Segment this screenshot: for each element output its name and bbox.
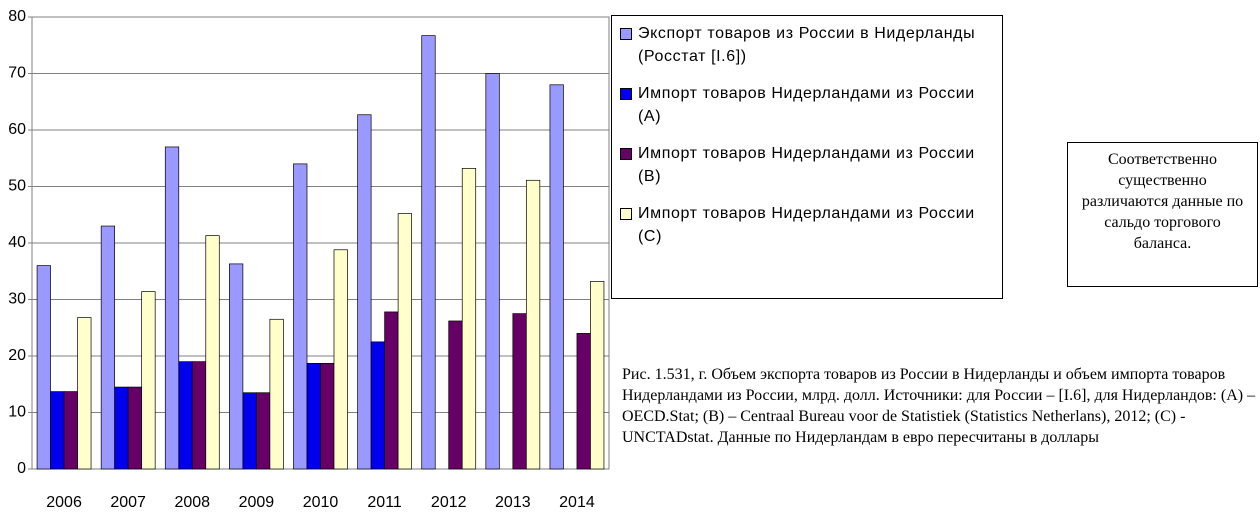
x-tick-label: 2011 [367,494,402,511]
legend-item: Экспорт товаров из России в Нидерланды (… [620,22,994,68]
legend-label: Импорт товаров Нидерландами из России (C… [638,205,975,245]
legend-swatch [620,28,632,40]
bar [590,281,605,470]
bar [485,73,500,470]
bar [114,386,129,470]
bar [178,361,193,470]
bar [191,361,207,470]
bar [525,179,541,470]
bar [421,35,436,470]
legend-item: Импорт товаров Нидерландами из России (B… [620,142,994,188]
x-tick-label: 2006 [46,494,82,511]
bar [63,391,78,470]
legend-item: Импорт товаров Нидерландами из России (A… [620,82,994,128]
bar [141,291,156,470]
legend: Экспорт товаров из России в Нидерланды (… [611,15,1003,299]
bar [256,392,271,470]
y-tick-label: 10 [8,404,26,421]
y-tick-label: 50 [8,178,26,195]
legend-swatch [620,88,632,100]
legend-item: Импорт товаров Нидерландами из России (C… [620,202,994,248]
x-tick-label: 2013 [495,494,531,511]
bar [576,333,591,470]
caption: Рис. 1.531, г. Объем экспорта товаров из… [622,366,1256,446]
bar [397,213,412,470]
bar [77,317,92,470]
bar [127,386,143,470]
bar [50,391,65,470]
bar [36,265,51,470]
legend-label: Экспорт товаров из России в Нидерланды (… [638,25,976,65]
y-tick-label: 30 [8,291,26,308]
bar [293,163,308,470]
y-tick-label: 20 [8,347,26,364]
bar [549,84,564,470]
y-tick-label: 60 [8,121,26,138]
y-tick-label: 80 [8,8,26,25]
bar [306,362,321,470]
x-tick-label: 2014 [559,494,595,511]
note: Соответственно существенно различаются д… [1067,142,1258,287]
y-tick-label: 70 [8,65,26,82]
bar [320,362,335,470]
bar [205,235,220,470]
bar [333,249,348,470]
legend-swatch [620,148,632,160]
bar [512,313,527,470]
bar [384,311,399,470]
x-tick-label: 2010 [303,494,339,511]
bar [229,263,244,470]
bar [164,146,180,470]
bar [461,168,477,470]
bar [448,320,463,470]
legend-label: Импорт товаров Нидерландами из России (B… [638,145,975,185]
y-tick-label: 0 [17,460,26,477]
bar [100,225,116,470]
bar [357,114,372,470]
y-tick-label: 40 [8,234,26,251]
chart: 0 10 20 30 40 50 60 70 80 2006 2007 2008 2009 2010 201… [8,8,610,511]
x-tick-label: 2009 [239,494,275,511]
legend-label: Импорт товаров Нидерландами из России (A… [638,85,975,125]
x-tick-label: 2007 [110,494,146,511]
x-tick-label: 2008 [174,494,210,511]
bar [370,341,385,470]
bar [242,392,257,470]
legend-swatch [620,208,632,220]
x-tick-label: 2012 [431,494,467,511]
bar [269,318,284,470]
